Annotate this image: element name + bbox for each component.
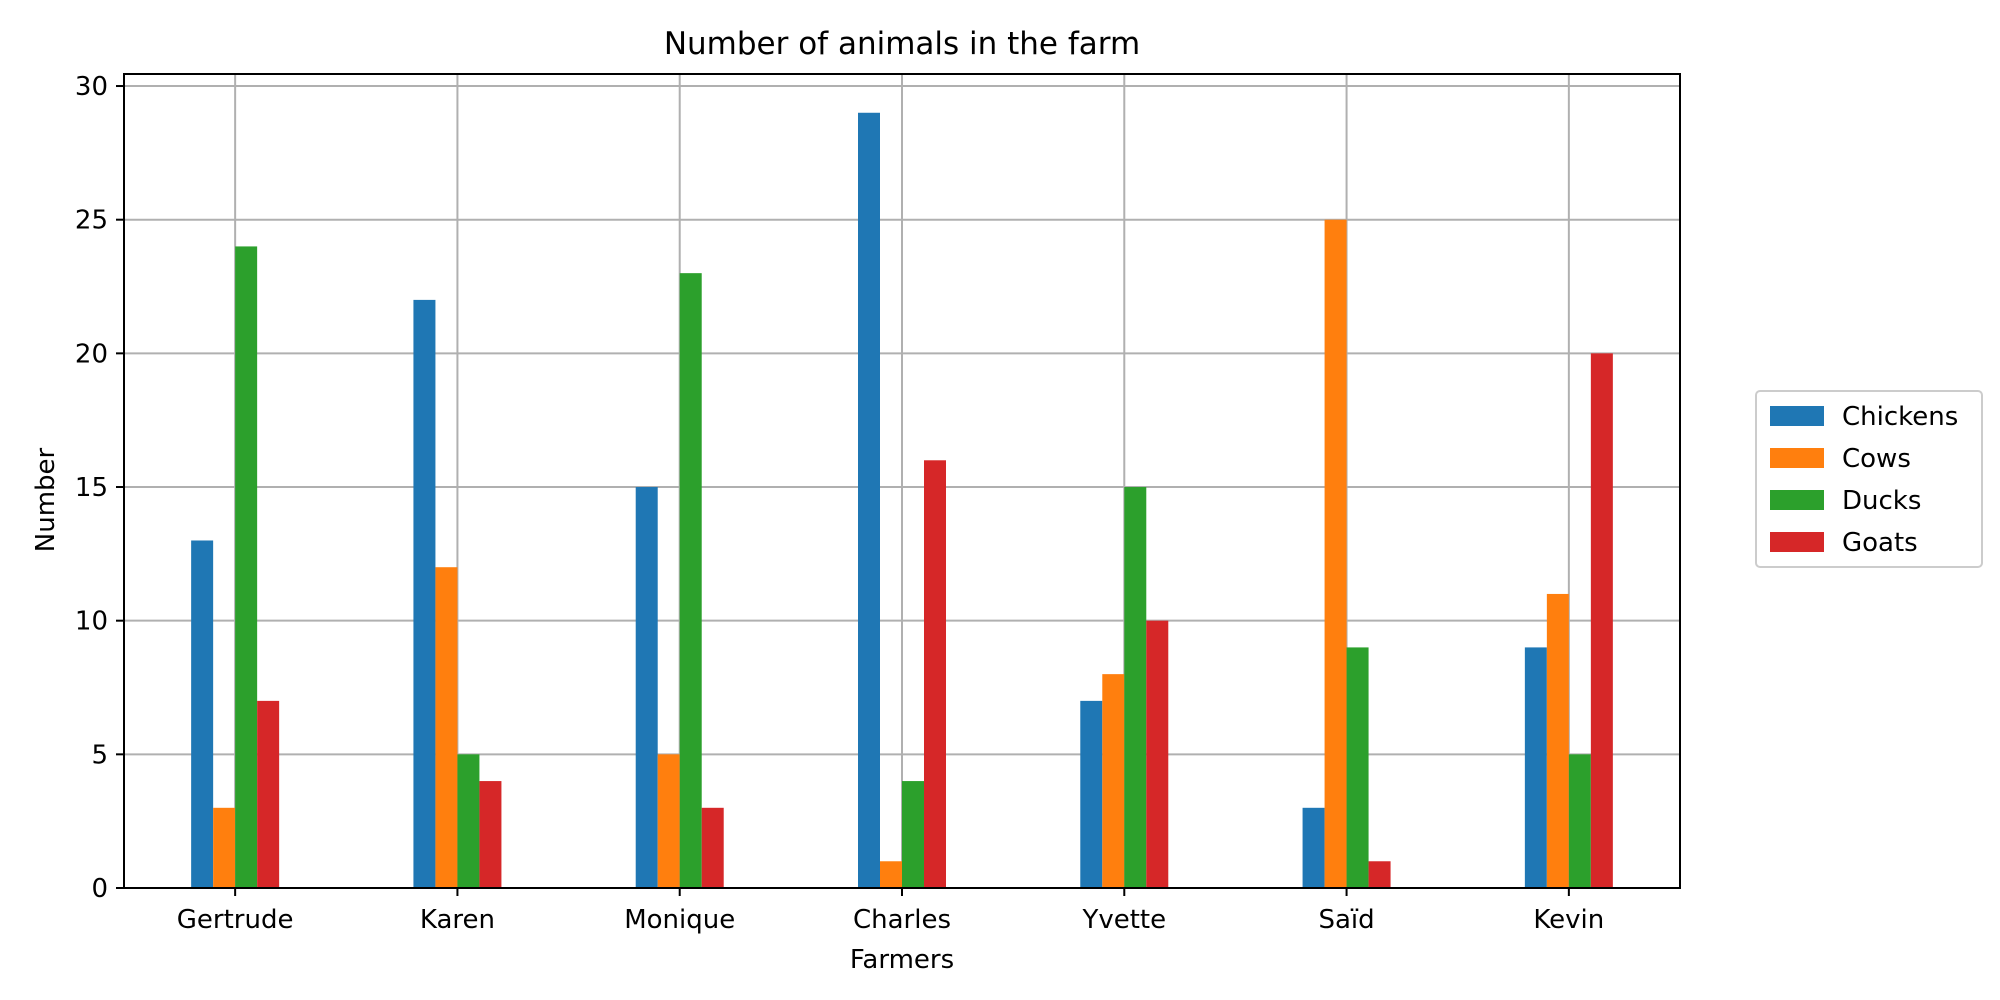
bar-cows-saïd bbox=[1324, 219, 1347, 889]
bar-cows-karen bbox=[435, 567, 458, 888]
bar-chickens-charles bbox=[858, 112, 880, 888]
x-tick-label: Gertrude bbox=[177, 905, 294, 935]
bar-ducks-saïd bbox=[1346, 647, 1369, 888]
legend-swatch-goats bbox=[1770, 532, 1824, 552]
bar-goats-karen bbox=[479, 781, 502, 888]
bar-goats-saïd bbox=[1368, 861, 1391, 888]
x-tick-label: Monique bbox=[624, 905, 735, 935]
legend-label-chickens: Chickens bbox=[1842, 402, 1958, 432]
y-axis-label: Number bbox=[31, 447, 61, 552]
bar-cows-yvette bbox=[1102, 674, 1125, 888]
legend-swatch-cows bbox=[1770, 448, 1824, 468]
bar-ducks-karen bbox=[457, 754, 480, 888]
x-tick-label: Kevin bbox=[1533, 905, 1604, 935]
y-tick-label: 25 bbox=[75, 206, 108, 236]
bar-chickens-yvette bbox=[1080, 700, 1103, 888]
bar-goats-monique bbox=[701, 807, 724, 888]
y-tick-label: 5 bbox=[91, 740, 108, 770]
bar-chickens-saïd bbox=[1302, 807, 1325, 888]
x-tick-label: Saïd bbox=[1318, 905, 1374, 935]
legend-swatch-ducks bbox=[1770, 490, 1824, 510]
bar-goats-charles bbox=[924, 460, 946, 888]
bar-cows-kevin bbox=[1546, 593, 1569, 888]
bar-chickens-kevin bbox=[1524, 647, 1547, 888]
bar-cows-monique bbox=[657, 754, 680, 888]
x-tick-label: Yvette bbox=[1081, 905, 1166, 935]
bar-cows-gertrude bbox=[213, 807, 236, 888]
y-tick-label: 15 bbox=[75, 473, 108, 503]
legend-label-ducks: Ducks bbox=[1842, 486, 1921, 516]
bar-ducks-charles bbox=[902, 781, 924, 888]
bar-ducks-gertrude bbox=[235, 246, 258, 888]
bar-goats-yvette bbox=[1146, 620, 1169, 888]
y-tick-label: 20 bbox=[75, 339, 108, 369]
y-tick-label: 0 bbox=[91, 874, 108, 904]
bar-goats-gertrude bbox=[257, 700, 280, 888]
legend-label-cows: Cows bbox=[1842, 444, 1911, 474]
legend-swatch-chickens bbox=[1770, 406, 1824, 426]
x-axis-label: Farmers bbox=[850, 945, 954, 975]
chart-title: Number of animals in the farm bbox=[664, 26, 1140, 62]
bar-chickens-monique bbox=[635, 487, 658, 888]
x-tick-label: Karen bbox=[420, 905, 495, 935]
bar-chickens-gertrude bbox=[191, 540, 214, 888]
bar-goats-kevin bbox=[1590, 353, 1613, 888]
legend-box bbox=[1755, 390, 1983, 568]
y-tick-label: 10 bbox=[75, 607, 108, 637]
bar-chickens-karen bbox=[413, 299, 436, 889]
bar-ducks-kevin bbox=[1568, 754, 1591, 888]
x-tick-label: Charles bbox=[853, 905, 951, 935]
bar-cows-charles bbox=[880, 861, 902, 888]
bar-ducks-yvette bbox=[1124, 487, 1147, 888]
y-tick-label: 30 bbox=[75, 72, 108, 102]
legend-label-goats: Goats bbox=[1842, 528, 1918, 558]
bar-ducks-monique bbox=[679, 273, 702, 888]
